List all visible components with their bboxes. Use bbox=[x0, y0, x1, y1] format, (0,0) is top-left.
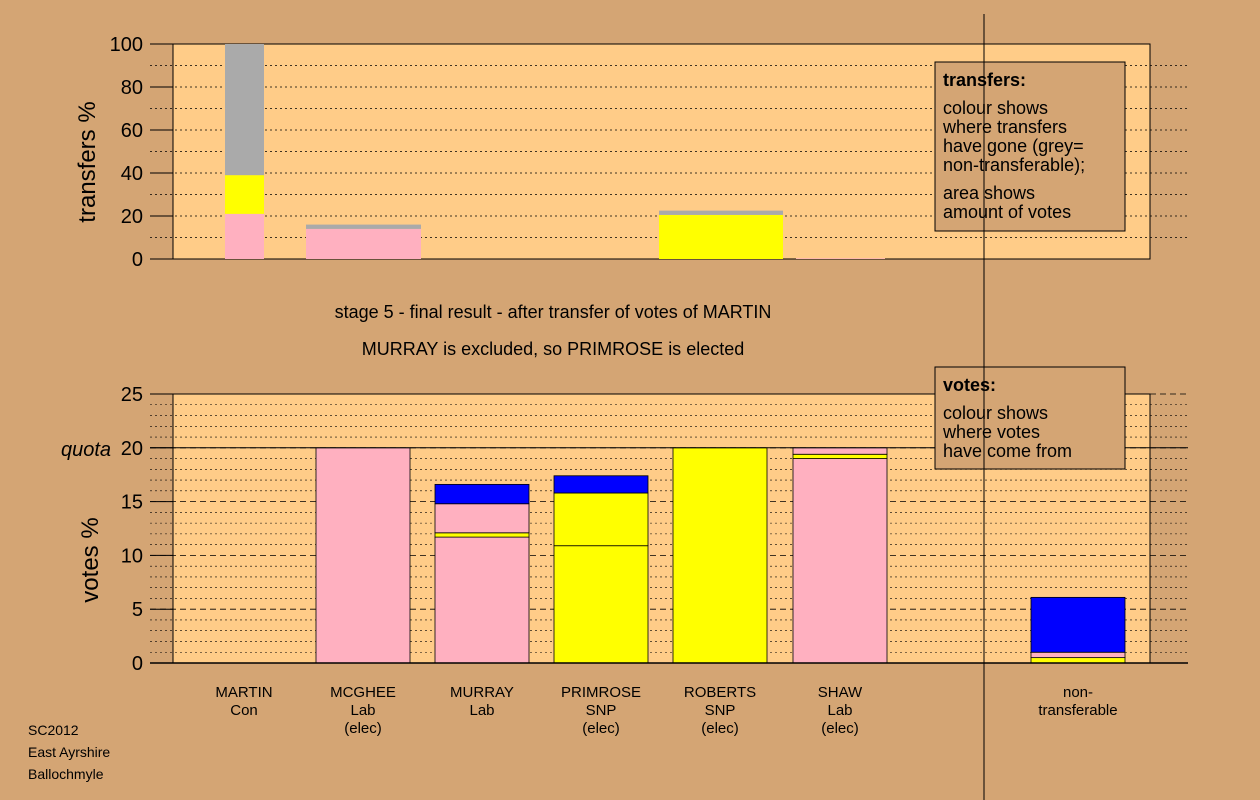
vote-bar-segment-yellow bbox=[792, 453, 888, 459]
quota-label: quota bbox=[61, 439, 111, 461]
votes-legend-line: have come from bbox=[943, 441, 1072, 461]
transfer-bar-segment-yellow bbox=[225, 175, 264, 214]
candidate-name: PRIMROSE bbox=[561, 684, 641, 701]
transfers-tick-label: 20 bbox=[121, 206, 143, 228]
transfer-bar-segment-pink bbox=[225, 213, 264, 259]
vote-bar-segment-yellow bbox=[553, 492, 649, 547]
vote-bar-segment-pink bbox=[315, 447, 411, 664]
footer-ward: Ballochmyle bbox=[28, 766, 104, 782]
votes-tick-label: 5 bbox=[132, 599, 143, 621]
candidate-name: non- bbox=[1063, 684, 1093, 701]
votes-tick-label: 25 bbox=[121, 384, 143, 406]
transfers-legend-line: non-transferable); bbox=[943, 155, 1085, 175]
transfers-legend-line: area shows bbox=[943, 183, 1035, 203]
votes-y-axis-label: votes % bbox=[77, 517, 104, 602]
transfer-bar-segment-pink bbox=[306, 228, 421, 259]
candidate-labels: MARTINConMCGHEELab(elec)MURRAYLabPRIMROS… bbox=[215, 684, 1117, 737]
candidate-party: Con bbox=[230, 702, 258, 719]
footer-election: SC2012 bbox=[28, 722, 79, 738]
candidate-status: (elec) bbox=[821, 720, 859, 737]
transfers-legend-box: transfers: colour shows where transfers … bbox=[934, 61, 1126, 232]
transfer-bar-segment-yellow bbox=[659, 214, 783, 259]
vote-bar-segment-pink bbox=[1030, 651, 1126, 659]
candidate-party: SNP bbox=[705, 702, 736, 719]
transfer-bar-segment-pink bbox=[796, 258, 885, 259]
vote-bar-segment-yellow bbox=[553, 545, 649, 664]
candidate-party: Lab bbox=[469, 702, 494, 719]
votes-legend-box: votes: colour shows where votes have com… bbox=[934, 366, 1126, 470]
candidate-status: (elec) bbox=[344, 720, 382, 737]
vote-bar-segment-pink bbox=[434, 503, 530, 534]
transfer-bar-segment-grey bbox=[659, 210, 783, 215]
vote-bar-segment-pink bbox=[792, 458, 888, 664]
votes-tick-label: 0 bbox=[132, 653, 143, 675]
vote-bar-segment-blue bbox=[553, 475, 649, 494]
transfers-legend-title: transfers: bbox=[943, 70, 1026, 90]
votes-legend-line: colour shows bbox=[943, 403, 1048, 423]
footer-council: East Ayrshire bbox=[28, 744, 110, 760]
transfers-y-ticks: 0 20 40 60 80 100 bbox=[110, 34, 173, 271]
vote-bar-segment-blue bbox=[1030, 596, 1126, 653]
votes-legend-line: where votes bbox=[942, 422, 1040, 442]
vote-bar-segment-yellow bbox=[672, 447, 768, 664]
candidate-name: MCGHEE bbox=[330, 684, 396, 701]
candidate-name: MARTIN bbox=[215, 684, 272, 701]
votes-tick-label: 20 bbox=[121, 438, 143, 460]
candidate-party: transferable bbox=[1038, 702, 1117, 719]
candidate-party: Lab bbox=[827, 702, 852, 719]
votes-legend-title: votes: bbox=[943, 375, 996, 395]
votes-tick-label: 15 bbox=[121, 492, 143, 514]
candidate-status: (elec) bbox=[582, 720, 620, 737]
candidate-name: SHAW bbox=[818, 684, 863, 701]
result-caption: MURRAY is excluded, so PRIMROSE is elect… bbox=[362, 339, 744, 359]
vote-bar-segment-yellow bbox=[1030, 657, 1126, 664]
transfers-legend-line: where transfers bbox=[942, 117, 1067, 137]
candidate-party: Lab bbox=[350, 702, 375, 719]
vote-bar-segment-pink bbox=[434, 536, 530, 664]
stage-caption: stage 5 - final result - after transfer … bbox=[335, 302, 772, 322]
candidate-status: (elec) bbox=[701, 720, 739, 737]
votes-bars bbox=[315, 447, 1126, 664]
transfers-tick-label: 100 bbox=[110, 34, 143, 56]
transfers-legend-line: colour shows bbox=[943, 98, 1048, 118]
vote-bar-segment-blue bbox=[434, 483, 530, 505]
vote-bar-segment-pink bbox=[792, 447, 888, 455]
transfers-legend-line: amount of votes bbox=[943, 202, 1071, 222]
candidate-name: ROBERTS bbox=[684, 684, 756, 701]
transfers-legend-line: have gone (grey= bbox=[943, 136, 1084, 156]
candidate-name: MURRAY bbox=[450, 684, 514, 701]
transfers-tick-label: 60 bbox=[121, 120, 143, 142]
vote-bar-segment-yellow bbox=[434, 532, 530, 538]
transfers-y-axis-label: transfers % bbox=[74, 101, 101, 222]
transfer-bar-segment-grey bbox=[306, 224, 421, 229]
votes-y-ticks: 0 5 10 15 20 25 bbox=[121, 384, 173, 675]
transfers-tick-label: 40 bbox=[121, 163, 143, 185]
votes-tick-label: 10 bbox=[121, 545, 143, 567]
transfer-bar-segment-grey bbox=[225, 44, 264, 176]
transfers-bars bbox=[225, 44, 885, 259]
candidate-party: SNP bbox=[586, 702, 617, 719]
transfers-tick-label: 80 bbox=[121, 77, 143, 99]
transfers-tick-label: 0 bbox=[132, 249, 143, 271]
